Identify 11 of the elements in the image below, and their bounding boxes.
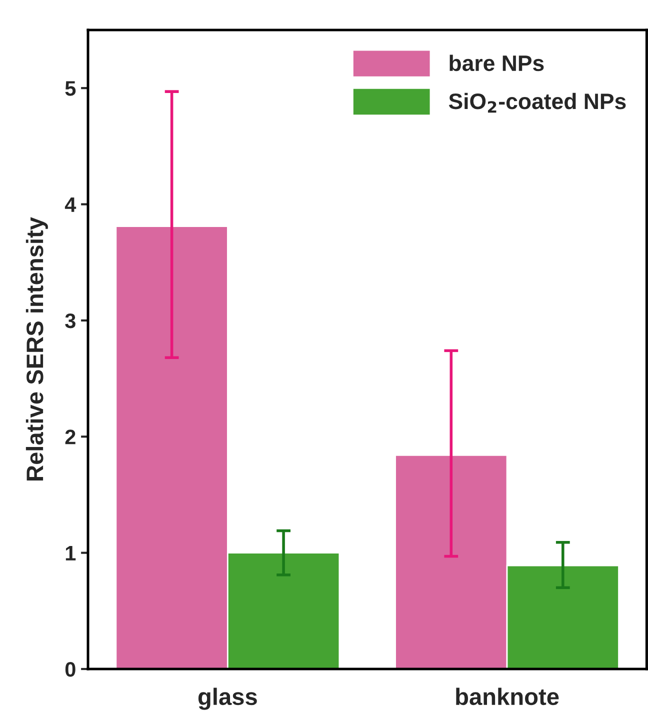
y-tick-label: 0 xyxy=(65,662,76,677)
y-tick-label: 3 xyxy=(65,313,76,328)
x-tick-label: banknote xyxy=(456,688,559,706)
legend-label: bare NPs xyxy=(450,54,544,72)
y-tick-label: 4 xyxy=(64,197,76,212)
y-tick-label: 1 xyxy=(66,546,76,560)
y-tick-label: 2 xyxy=(65,430,76,444)
x-tick-label: glass xyxy=(198,688,257,710)
legend-label: SiO$_{2}$-coated NPs xyxy=(448,92,626,113)
y-tick-label: 5 xyxy=(65,81,76,96)
y-axis-title: Relative SERS intensity xyxy=(26,217,48,480)
